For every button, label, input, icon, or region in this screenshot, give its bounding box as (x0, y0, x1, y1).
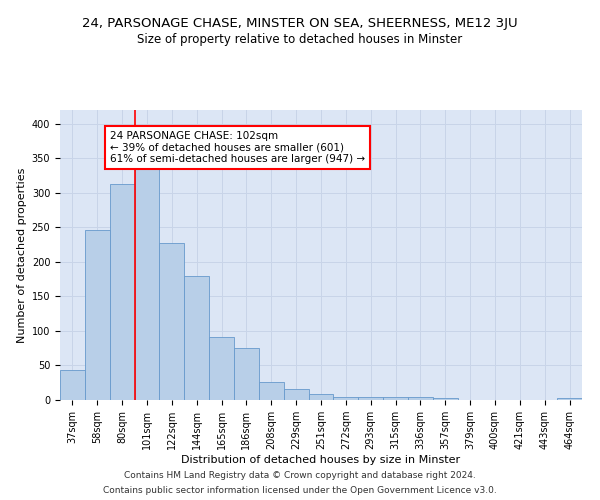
Text: Contains HM Land Registry data © Crown copyright and database right 2024.: Contains HM Land Registry data © Crown c… (124, 471, 476, 480)
Bar (60, 370, 85, 400)
Bar (383, 396, 408, 400)
Text: 24 PARSONAGE CHASE: 102sqm
← 39% of detached houses are smaller (601)
61% of sem: 24 PARSONAGE CHASE: 102sqm ← 39% of deta… (110, 130, 365, 164)
Bar (160, 242, 184, 400)
Bar (184, 276, 209, 400)
Bar (557, 398, 582, 400)
X-axis label: Distribution of detached houses by size in Minster: Distribution of detached houses by size … (181, 455, 461, 465)
Bar (433, 398, 458, 400)
Text: 24, PARSONAGE CHASE, MINSTER ON SEA, SHEERNESS, ME12 3JU: 24, PARSONAGE CHASE, MINSTER ON SEA, SHE… (82, 18, 518, 30)
Bar (334, 397, 358, 400)
Text: Contains public sector information licensed under the Open Government Licence v3: Contains public sector information licen… (103, 486, 497, 495)
Bar (259, 382, 284, 400)
Bar (308, 394, 334, 400)
Bar (358, 396, 383, 400)
Bar (284, 389, 308, 400)
Bar (234, 348, 259, 400)
Text: Size of property relative to detached houses in Minster: Size of property relative to detached ho… (137, 32, 463, 46)
Bar (134, 170, 160, 400)
Bar (85, 230, 110, 400)
Bar (209, 337, 234, 400)
Y-axis label: Number of detached properties: Number of detached properties (17, 168, 28, 342)
Bar (408, 397, 433, 400)
Bar (110, 184, 134, 400)
